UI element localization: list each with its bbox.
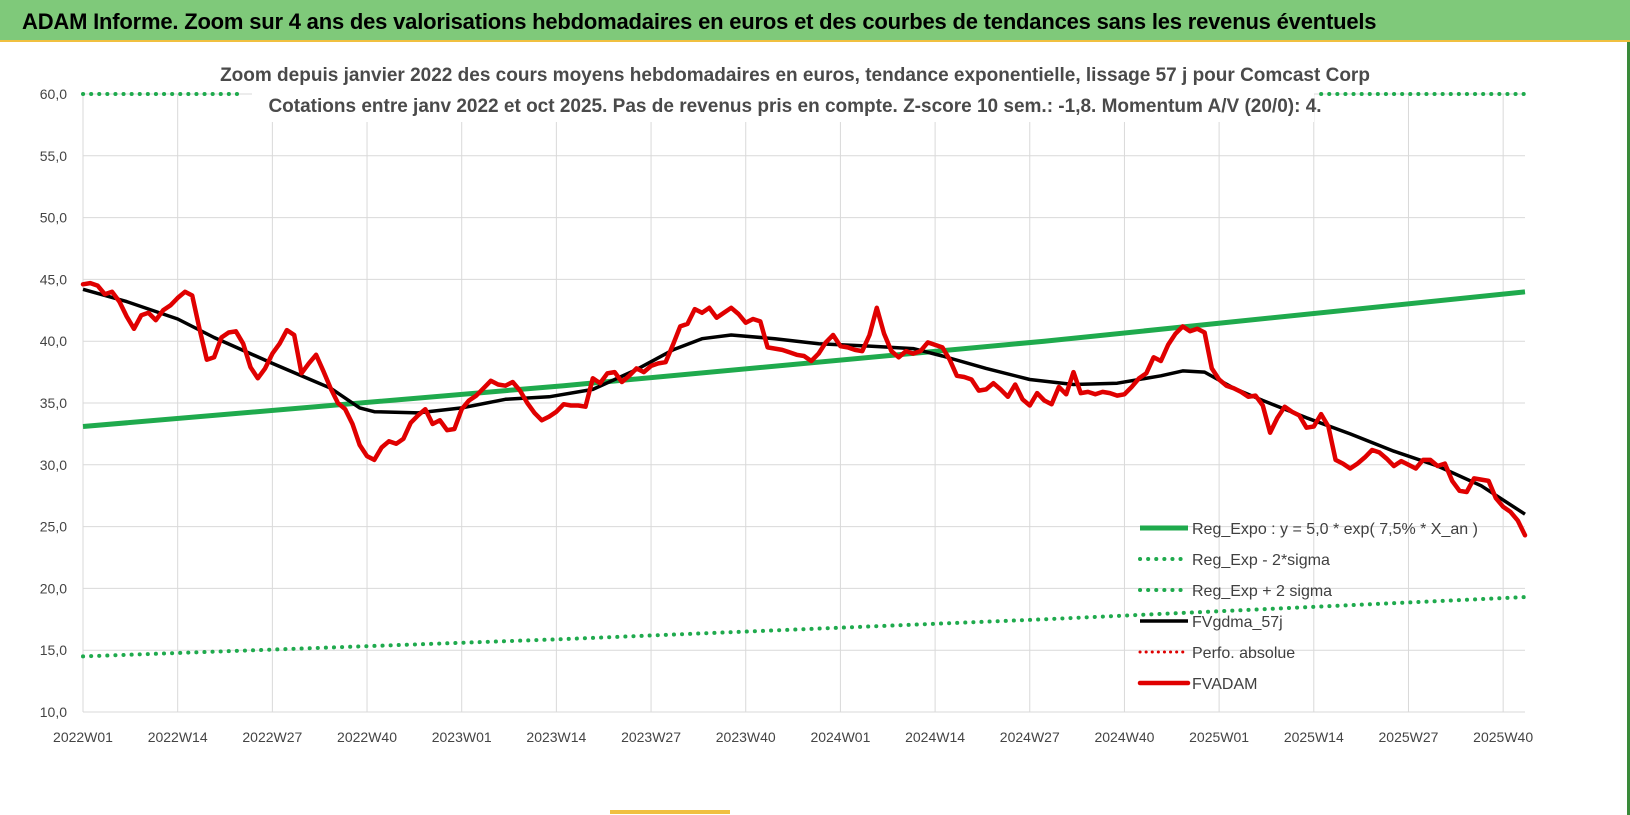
- y-tick-label: 50,0: [40, 210, 67, 226]
- x-axis-ticks: 2022W01 2022W14 2022W27 2022W40 2023W01 2023W…: [53, 729, 1533, 745]
- y-tick-label: 15,0: [40, 642, 67, 658]
- gridlines: [82, 93, 1525, 713]
- legend-label: FVgdma_57j: [1192, 614, 1283, 631]
- y-tick-label: 10,0: [40, 704, 67, 720]
- legend-label: Perfo. absolue: [1192, 645, 1295, 662]
- series-reg-expo: [82, 289, 1526, 429]
- y-tick-label: 40,0: [40, 333, 67, 349]
- x-tick-label: 2024W40: [1094, 729, 1154, 745]
- x-tick-label: 2025W14: [1284, 729, 1344, 745]
- chart-title-background: [252, 58, 1314, 122]
- legend-label: FVADAM: [1192, 676, 1257, 693]
- chart-area: 10,0 15,0 20,0 25,0 30,0 35,0 40,0 45,0 50,0 55,0…: [0, 42, 1630, 815]
- x-tick-label: 2022W14: [148, 729, 208, 745]
- y-tick-label: 60,0: [40, 86, 67, 102]
- x-tick-label: 2024W14: [905, 729, 965, 745]
- y-tick-label: 20,0: [40, 580, 67, 596]
- x-tick-label: 2023W01: [432, 729, 492, 745]
- bottom-accent: [610, 810, 730, 814]
- x-tick-label: 2025W40: [1473, 729, 1533, 745]
- x-tick-label: 2022W40: [337, 729, 397, 745]
- series-lines: [80, 92, 1528, 659]
- series-fvgdma-57j: [82, 287, 1526, 516]
- x-tick-label: 2023W14: [526, 729, 586, 745]
- chart-title: Zoom depuis janvier 2022 des cours moyen…: [220, 65, 1370, 86]
- x-tick-label: 2025W01: [1189, 729, 1249, 745]
- series-fvadam: [80, 280, 1528, 538]
- legend-label: Reg_Exp - 2*sigma: [1192, 552, 1330, 569]
- series-reg-exp-2-sigma: [81, 595, 1527, 659]
- chart-subtitle: Cotations entre janv 2022 et oct 2025. P…: [268, 96, 1321, 117]
- y-tick-label: 30,0: [40, 457, 67, 473]
- x-tick-label: 2024W01: [810, 729, 870, 745]
- line-chart: 10,0 15,0 20,0 25,0 30,0 35,0 40,0 45,0 50,0 55,0…: [40, 58, 1533, 745]
- y-tick-label: 35,0: [40, 395, 67, 411]
- x-tick-label: 2022W27: [242, 729, 302, 745]
- legend: Reg_Expo : y = 5,0 * exp( 7,5% * X_an ) R…: [1137, 521, 1478, 693]
- report-title: ADAM Informe. Zoom sur 4 ans des valoris…: [22, 9, 1377, 34]
- x-tick-label: 2023W40: [716, 729, 776, 745]
- y-tick-label: 25,0: [40, 519, 67, 535]
- x-tick-label: 2025W27: [1379, 729, 1439, 745]
- legend-label: Reg_Exp + 2 sigma: [1192, 583, 1332, 600]
- x-tick-label: 2022W01: [53, 729, 113, 745]
- y-axis-ticks: 10,0 15,0 20,0 25,0 30,0 35,0 40,0 45,0 50,0 55,0…: [40, 86, 67, 720]
- y-tick-label: 45,0: [40, 271, 67, 287]
- x-tick-label: 2023W27: [621, 729, 681, 745]
- legend-label: Reg_Expo : y = 5,0 * exp( 7,5% * X_an ): [1192, 521, 1478, 538]
- x-tick-label: 2024W27: [1000, 729, 1060, 745]
- header-banner: ADAM Informe. Zoom sur 4 ans des valoris…: [0, 0, 1630, 42]
- y-tick-label: 55,0: [40, 148, 67, 164]
